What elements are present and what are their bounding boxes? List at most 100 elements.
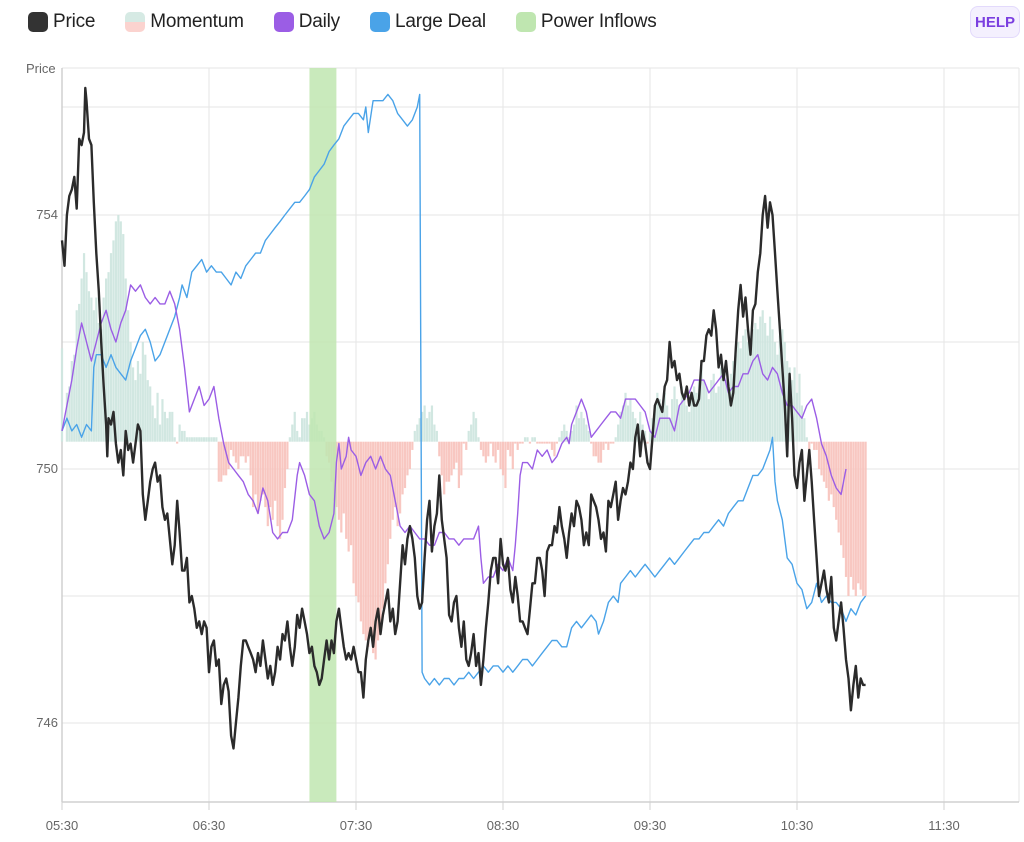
momentum-bar: [198, 437, 201, 442]
momentum-bar: [830, 441, 833, 495]
legend-label: Price: [53, 11, 96, 32]
momentum-bar: [646, 441, 649, 444]
momentum-bar: [345, 441, 348, 539]
momentum-bar: [707, 399, 710, 442]
momentum-bar: [832, 441, 835, 508]
momentum-bar: [293, 411, 296, 442]
legend-label: Momentum: [150, 11, 244, 32]
momentum-bar: [428, 411, 431, 442]
momentum-bar: [384, 441, 387, 584]
momentum-bar: [587, 430, 590, 442]
momentum-bar: [87, 291, 91, 442]
momentum-bar: [452, 441, 456, 469]
momentum-bar: [60, 348, 64, 442]
momentum-bar: [862, 441, 865, 596]
momentum-bar: [242, 441, 245, 457]
legend-item-large-deal[interactable]: Large Deal: [369, 11, 486, 33]
momentum-bar: [563, 424, 566, 442]
momentum-bar: [489, 441, 492, 444]
momentum-bar: [817, 441, 821, 469]
momentum-bar: [403, 441, 407, 489]
momentum-bar: [764, 322, 767, 442]
x-tick-label: 08:30: [486, 818, 520, 833]
momentum-bar: [457, 441, 460, 489]
legend-item-power-inflows[interactable]: Power Inflows: [515, 11, 657, 33]
momentum-bar: [266, 441, 269, 527]
momentum-bar: [793, 367, 796, 442]
momentum-bar: [389, 441, 392, 539]
momentum-bar: [798, 373, 801, 442]
momentum-bar: [822, 441, 826, 482]
momentum-bar: [80, 278, 83, 442]
momentum-bar: [621, 405, 625, 442]
momentum-bar: [575, 405, 578, 442]
momentum-bar: [810, 441, 813, 444]
momentum-bar: [144, 354, 147, 442]
momentum-bar: [732, 361, 735, 442]
momentum-bar: [190, 437, 193, 442]
momentum-bar: [577, 418, 581, 442]
momentum-bar: [288, 437, 291, 442]
momentum-bar: [100, 329, 103, 442]
momentum-bar: [511, 441, 514, 469]
momentum-bar: [171, 411, 174, 442]
momentum-bar: [193, 437, 196, 442]
momentum-bar: [690, 399, 693, 442]
momentum-bar: [849, 441, 852, 577]
momentum-bar: [710, 380, 713, 442]
momentum-bar: [837, 441, 840, 533]
momentum-bar: [237, 441, 240, 469]
momentum-bar: [766, 335, 769, 442]
momentum-bar: [614, 437, 617, 442]
momentum-bar: [749, 335, 752, 442]
momentum-bar: [724, 380, 728, 442]
momentum-bar: [183, 430, 186, 442]
momentum-bar: [234, 441, 238, 463]
momentum-bar: [423, 405, 426, 442]
momentum-bar: [220, 441, 223, 482]
momentum-bar: [597, 441, 600, 463]
momentum-bar: [519, 441, 522, 444]
momentum-swatch-icon: [125, 12, 146, 32]
momentum-bar: [105, 278, 108, 442]
momentum-bar: [185, 437, 189, 442]
momentum-bar: [188, 437, 191, 442]
momentum-bar: [65, 392, 68, 442]
price-line: [60, 86, 866, 750]
momentum-bar: [609, 441, 612, 444]
help-button[interactable]: HELP: [970, 6, 1020, 38]
momentum-bar: [514, 441, 517, 444]
momentum-bar: [482, 441, 485, 457]
momentum-bar: [582, 418, 585, 442]
momentum-bar: [460, 441, 463, 476]
legend-item-momentum[interactable]: Momentum: [125, 11, 244, 33]
momentum-bar: [739, 348, 742, 442]
power-inflows-swatch-icon: [515, 12, 536, 32]
momentum-bar: [773, 342, 777, 442]
legend-item-daily[interactable]: Daily: [273, 11, 340, 33]
momentum-bar: [827, 441, 830, 501]
momentum-bar: [364, 441, 367, 641]
momentum-bar: [722, 373, 725, 442]
legend-item-price[interactable]: Price: [28, 11, 95, 33]
momentum-bar: [617, 424, 620, 442]
momentum-bar: [225, 441, 228, 476]
momentum-bar: [712, 373, 715, 442]
momentum-bar: [95, 297, 98, 442]
momentum-bar: [565, 430, 568, 442]
x-tick-label: 07:30: [339, 818, 373, 833]
momentum-bar: [499, 441, 502, 469]
momentum-bar: [158, 424, 162, 442]
momentum-bar: [131, 367, 135, 442]
momentum-bar: [626, 405, 630, 442]
momentum-bar: [425, 418, 429, 442]
momentum-bar: [82, 253, 86, 442]
momentum-bar: [281, 441, 284, 520]
momentum-bar: [350, 441, 353, 546]
momentum-bar: [75, 310, 78, 442]
momentum-bar: [357, 441, 360, 603]
momentum-bar: [543, 441, 546, 444]
momentum-bar: [619, 411, 622, 442]
momentum-bar: [139, 373, 142, 442]
